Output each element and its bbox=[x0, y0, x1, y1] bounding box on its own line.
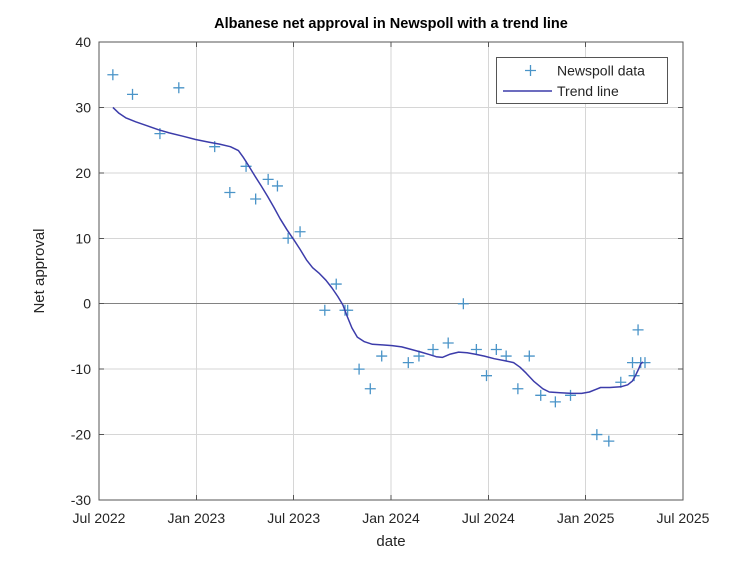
data-point-marker bbox=[565, 389, 577, 401]
data-point-marker bbox=[457, 298, 469, 310]
legend-label-trend-line: Trend line bbox=[557, 83, 619, 99]
data-point-marker bbox=[442, 337, 454, 349]
x-tick-label: Jul 2023 bbox=[267, 510, 320, 526]
y-axis-label: Net approval bbox=[31, 228, 48, 313]
data-point-marker bbox=[549, 396, 561, 408]
data-point-marker bbox=[376, 350, 388, 362]
data-point-marker bbox=[591, 429, 603, 441]
legend: Newspoll data Trend line bbox=[496, 57, 668, 104]
x-tick-label: Jan 2023 bbox=[168, 510, 226, 526]
data-point-marker bbox=[319, 304, 331, 316]
data-point-marker bbox=[173, 82, 185, 94]
data-point-marker bbox=[364, 383, 376, 395]
x-tick-label: Jul 2024 bbox=[462, 510, 515, 526]
data-point-marker bbox=[523, 350, 535, 362]
x-axis-label: date bbox=[376, 533, 405, 550]
legend-box bbox=[496, 57, 668, 104]
y-tick-label: -30 bbox=[71, 492, 91, 508]
data-point-marker bbox=[632, 324, 644, 336]
data-point-marker bbox=[107, 69, 119, 81]
data-point-marker bbox=[413, 350, 425, 362]
x-tick-label: Jul 2022 bbox=[73, 510, 126, 526]
legend-label-newspoll-data: Newspoll data bbox=[557, 63, 645, 79]
x-tick-label: Jul 2025 bbox=[657, 510, 710, 526]
data-point-marker bbox=[224, 186, 236, 198]
data-point-marker bbox=[330, 278, 342, 290]
data-point-marker bbox=[353, 363, 365, 375]
data-point-marker bbox=[490, 344, 502, 356]
data-point-marker bbox=[500, 350, 512, 362]
data-point-marker bbox=[481, 370, 492, 382]
y-tick-label: 20 bbox=[75, 165, 91, 181]
y-tick-label: 40 bbox=[75, 34, 91, 50]
newspoll-markers-layer bbox=[107, 69, 651, 447]
data-point-marker bbox=[603, 435, 615, 447]
data-point-marker bbox=[282, 232, 294, 244]
y-tick-label: 30 bbox=[75, 99, 91, 115]
tick-marks-layer bbox=[98, 41, 684, 501]
data-point-marker bbox=[615, 376, 627, 388]
data-point-marker bbox=[512, 383, 524, 395]
data-point-marker bbox=[271, 180, 283, 192]
chart-title: Albanese net approval in Newspoll with a… bbox=[214, 16, 568, 32]
data-point-marker bbox=[535, 389, 547, 401]
trend-line-path bbox=[112, 106, 644, 395]
grid-layer bbox=[98, 41, 684, 501]
x-tick-label: Jan 2025 bbox=[557, 510, 615, 526]
data-point-marker bbox=[250, 193, 262, 205]
data-point-marker bbox=[342, 304, 354, 316]
data-point-marker bbox=[427, 344, 439, 356]
y-tick-label: -20 bbox=[71, 427, 91, 443]
tick-labels-layer: Jul 2022 Jan 2023 Jul 2023 Jan 2024 Jul 2024… bbox=[71, 34, 710, 526]
y-tick-label: -10 bbox=[71, 361, 91, 377]
y-tick-label: 10 bbox=[75, 230, 91, 246]
x-tick-label: Jan 2024 bbox=[362, 510, 420, 526]
y-tick-label: 0 bbox=[83, 296, 91, 312]
data-point-marker bbox=[294, 226, 306, 238]
data-point-marker bbox=[470, 344, 482, 356]
data-point-marker bbox=[127, 88, 139, 100]
data-point-marker bbox=[262, 173, 274, 185]
data-point-marker bbox=[402, 357, 414, 369]
legend-newspoll-marker-icon bbox=[525, 65, 536, 76]
